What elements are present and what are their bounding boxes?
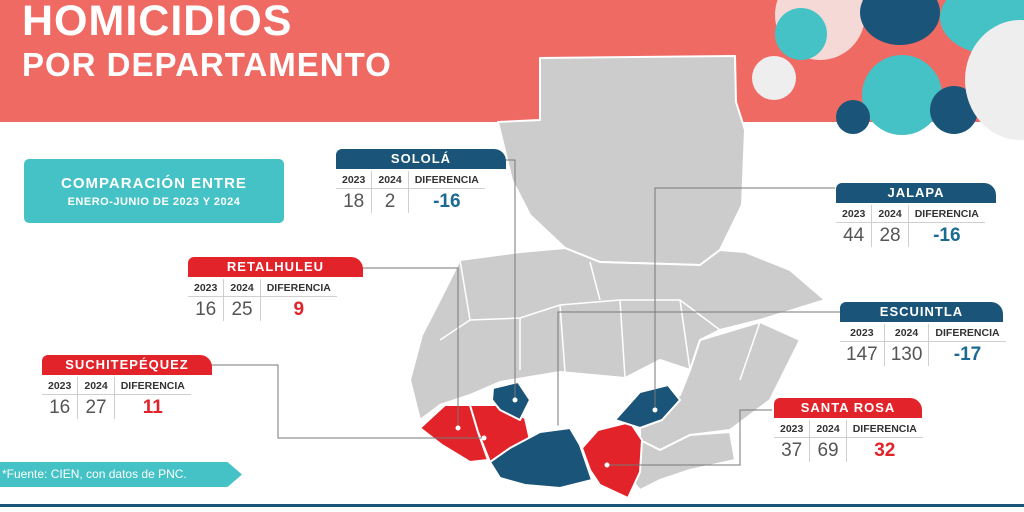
escuintla-2024: 130 [883, 341, 929, 366]
col-2023: 2023 [836, 205, 872, 223]
escuintla-2023: 147 [846, 344, 878, 365]
solola-2023: 18 [343, 191, 365, 212]
suchitepequez-table: 2023 2024 DIFERENCIA 16 27 11 [42, 377, 191, 419]
col-diff: DIFERENCIA [259, 279, 337, 297]
col-2023: 2023 [774, 420, 810, 438]
col-2024: 2024 [223, 279, 261, 297]
col-diff: DIFERENCIA [928, 324, 1006, 342]
santa-rosa-diff: 32 [845, 437, 923, 462]
comparison-badge: COMPARACIÓN ENTRE ENERO-JUNIO DE 2023 Y … [24, 159, 284, 223]
jalapa-card: JALAPA 2023 2024 DIFERENCIA 44 28 -16 [836, 183, 996, 247]
escuintla-card: ESCUINTLA 2023 2024 DIFERENCIA 147 130 -17 [840, 302, 1006, 366]
map-gray-departments [409, 55, 826, 491]
decorative-circle [775, 8, 827, 60]
col-2023: 2023 [336, 171, 372, 189]
suchitepequez-title: SUCHITEPÉQUEZ [42, 355, 212, 375]
badge-line-2: ENERO-JUNIO DE 2023 Y 2024 [67, 196, 241, 208]
retalhuleu-2023: 16 [195, 299, 217, 320]
map-highlighted-departments [419, 381, 681, 499]
col-2023: 2023 [42, 377, 78, 395]
escuintla-diff: -17 [928, 341, 1006, 366]
solola-region [491, 381, 531, 421]
col-diff: DIFERENCIA [407, 171, 485, 189]
escuintla-region [489, 427, 593, 489]
col-diff: DIFERENCIA [845, 420, 923, 438]
escuintla-title: ESCUINTLA [840, 302, 1003, 322]
suchitepequez-card: SUCHITEPÉQUEZ 2023 2024 DIFERENCIA 16 27 11 [42, 355, 212, 419]
decorative-circle [862, 55, 942, 135]
badge-line-1: COMPARACIÓN ENTRE [61, 175, 247, 192]
footer-divider [0, 504, 1024, 507]
jalapa-2023: 44 [843, 225, 865, 246]
retalhuleu-title: RETALHULEU [188, 257, 363, 277]
retalhuleu-2024: 25 [223, 296, 261, 321]
location-dots [455, 397, 658, 468]
col-2024: 2024 [77, 377, 115, 395]
solola-diff: -16 [407, 188, 485, 213]
leader-lines [210, 159, 840, 466]
escuintla-table: 2023 2024 DIFERENCIA 147 130 -17 [840, 324, 1006, 366]
suchitepequez-2024: 27 [77, 394, 115, 419]
santa-rosa-2023: 37 [781, 440, 803, 461]
santa-rosa-title: SANTA ROSA [774, 398, 922, 418]
solola-card: SOLOLÁ 2023 2024 DIFERENCIA 18 2 -16 [336, 149, 506, 213]
department-borders [439, 259, 761, 381]
col-diff: DIFERENCIA [113, 377, 191, 395]
santa-rosa-region [581, 421, 643, 499]
suchitepequez-diff: 11 [113, 394, 191, 419]
jalapa-table: 2023 2024 DIFERENCIA 44 28 -16 [836, 205, 985, 247]
retalhuleu-diff: 9 [259, 296, 337, 321]
title-line-1: HOMICIDIOS [22, 0, 293, 45]
solola-2024: 2 [371, 188, 409, 213]
jalapa-diff: -16 [907, 222, 985, 247]
title-line-2: POR DEPARTAMENTO [22, 46, 392, 83]
col-2023: 2023 [188, 279, 224, 297]
col-diff: DIFERENCIA [907, 205, 985, 223]
santa-rosa-card: SANTA ROSA 2023 2024 DIFERENCIA 37 69 32 [774, 398, 923, 462]
retalhuleu-table: 2023 2024 DIFERENCIA 16 25 9 [188, 279, 337, 321]
suchitepequez-2023: 16 [49, 397, 71, 418]
jalapa-title: JALAPA [836, 183, 996, 203]
santa-rosa-table: 2023 2024 DIFERENCIA 37 69 32 [774, 420, 923, 462]
retalhuleu-card: RETALHULEU 2023 2024 DIFERENCIA 16 25 9 [188, 257, 363, 321]
col-2023: 2023 [840, 324, 885, 342]
solola-title: SOLOLÁ [336, 149, 506, 169]
solola-table: 2023 2024 DIFERENCIA 18 2 -16 [336, 171, 485, 213]
peten-department [497, 55, 746, 266]
jalapa-region [614, 384, 681, 429]
col-2024: 2024 [871, 205, 909, 223]
santa-rosa-2024: 69 [809, 437, 847, 462]
col-2024: 2024 [371, 171, 409, 189]
source-note: *Fuente: CIEN, con datos de PNC. [0, 462, 242, 487]
decorative-circle [836, 100, 870, 134]
col-2024: 2024 [883, 324, 929, 342]
jalapa-2024: 28 [871, 222, 909, 247]
col-2024: 2024 [809, 420, 847, 438]
decorative-circle [752, 56, 796, 100]
